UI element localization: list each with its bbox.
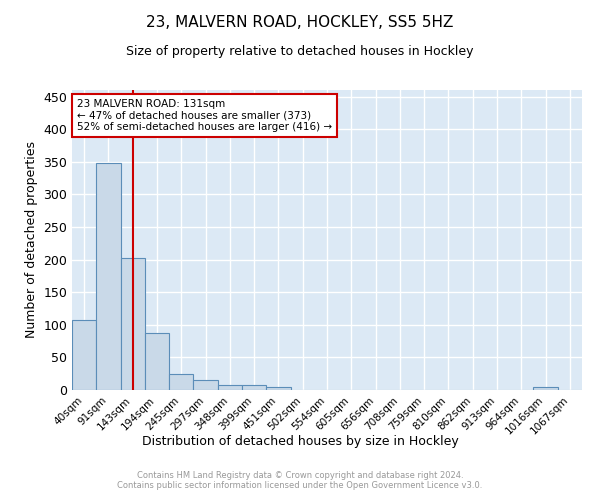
Text: 23 MALVERN ROAD: 131sqm
← 47% of detached houses are smaller (373)
52% of semi-d: 23 MALVERN ROAD: 131sqm ← 47% of detache… xyxy=(77,99,332,132)
Bar xyxy=(533,386,558,390)
Bar xyxy=(72,320,96,390)
Bar xyxy=(266,386,290,390)
Bar xyxy=(96,163,121,390)
Bar xyxy=(145,332,169,390)
Text: Distribution of detached houses by size in Hockley: Distribution of detached houses by size … xyxy=(142,435,458,448)
Text: 23, MALVERN ROAD, HOCKLEY, SS5 5HZ: 23, MALVERN ROAD, HOCKLEY, SS5 5HZ xyxy=(146,15,454,30)
Bar xyxy=(218,385,242,390)
Bar xyxy=(193,380,218,390)
Text: Size of property relative to detached houses in Hockley: Size of property relative to detached ho… xyxy=(126,45,474,58)
Bar xyxy=(242,386,266,390)
Text: Contains HM Land Registry data © Crown copyright and database right 2024.
Contai: Contains HM Land Registry data © Crown c… xyxy=(118,470,482,490)
Bar xyxy=(169,374,193,390)
Bar xyxy=(121,258,145,390)
Y-axis label: Number of detached properties: Number of detached properties xyxy=(25,142,38,338)
